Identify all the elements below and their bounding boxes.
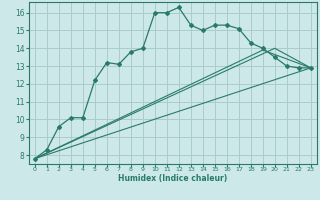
X-axis label: Humidex (Indice chaleur): Humidex (Indice chaleur) xyxy=(118,174,228,183)
